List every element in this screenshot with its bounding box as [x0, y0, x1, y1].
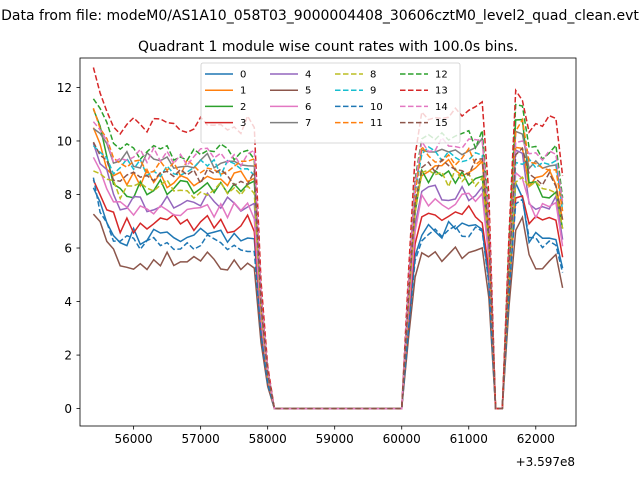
- y-tick-label: 8: [64, 188, 72, 202]
- legend-label-11: 11: [370, 118, 383, 129]
- legend-label-4: 4: [305, 70, 311, 81]
- legend-label-10: 10: [370, 102, 383, 113]
- y-tick-label: 6: [64, 242, 72, 256]
- legend-label-13: 13: [435, 86, 448, 97]
- x-tick-label: 60000: [383, 432, 421, 446]
- legend-label-9: 9: [370, 86, 376, 97]
- legend-label-2: 2: [240, 102, 246, 113]
- y-tick-label: 10: [57, 134, 72, 148]
- x-tick-label: 56000: [115, 432, 153, 446]
- legend-label-15: 15: [435, 118, 448, 129]
- y-tick-label: 0: [64, 402, 72, 416]
- y-tick-label: 12: [57, 81, 72, 95]
- legend-label-5: 5: [305, 86, 311, 97]
- x-tick-label: 57000: [182, 432, 220, 446]
- legend-label-3: 3: [240, 118, 246, 129]
- series-line-15: [92, 141, 564, 410]
- legend-label-1: 1: [240, 86, 246, 97]
- legend-label-14: 14: [435, 102, 448, 113]
- series-line-8: [93, 167, 564, 410]
- figure-suptitle: Data from file: modeM0/AS1A10_058T03_900…: [1, 8, 639, 24]
- legend-label-12: 12: [435, 70, 448, 81]
- y-tick-label: 2: [64, 349, 72, 363]
- legend-box: [200, 62, 461, 144]
- x-tick-label: 61000: [450, 432, 488, 446]
- x-offset-label: +3.597e8: [516, 455, 575, 469]
- series-line-9: [92, 145, 564, 410]
- x-tick-label: 62000: [517, 432, 555, 446]
- legend-label-6: 6: [305, 102, 311, 113]
- series-layer: [92, 67, 564, 410]
- legend-label-8: 8: [370, 70, 376, 81]
- x-tick-label: 58000: [249, 432, 287, 446]
- y-tick-label: 4: [64, 295, 72, 309]
- chart-title: Quadrant 1 module wise count rates with …: [138, 39, 518, 55]
- legend-label-7: 7: [305, 118, 311, 129]
- x-tick-label: 59000: [316, 432, 354, 446]
- axes: 56000 57000 58000 59000 60000 61000 62000 0 2 4 6 8…: [57, 57, 577, 446]
- legend-label-0: 0: [240, 70, 246, 81]
- series-line-11: [92, 107, 564, 410]
- plot-frame: [79, 57, 577, 427]
